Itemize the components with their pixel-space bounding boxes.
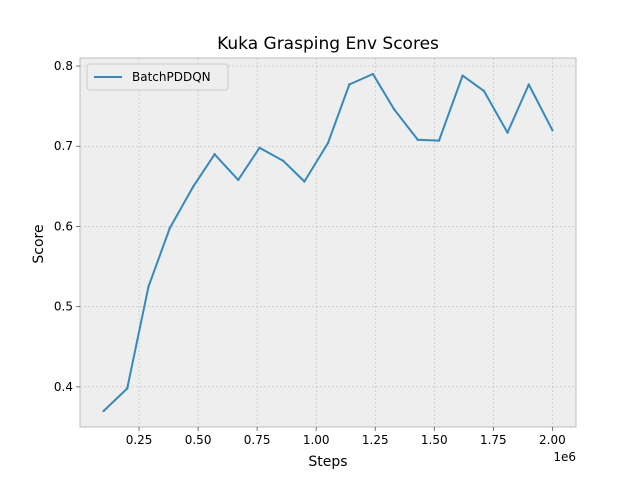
y-tick-label: 0.4 bbox=[54, 380, 73, 394]
legend-label-batchpddqn: BatchPDDQN bbox=[132, 70, 211, 84]
x-axis-offset-label: 1e6 bbox=[553, 450, 576, 464]
data-point-batchpddqn bbox=[102, 409, 105, 413]
data-point-batchpddqn bbox=[551, 128, 554, 132]
x-axis-label: Steps bbox=[308, 454, 347, 470]
data-point-batchpddqn bbox=[506, 131, 509, 134]
grid-lines bbox=[80, 58, 576, 427]
y-axis-label: Score bbox=[31, 224, 47, 263]
data-point-batchpddqn bbox=[371, 72, 375, 76]
data-point-batchpddqn bbox=[437, 139, 441, 142]
data-point-batchpddqn bbox=[461, 74, 464, 77]
series-layer bbox=[102, 72, 554, 413]
data-point-batchpddqn bbox=[482, 89, 486, 93]
data-point-batchpddqn bbox=[348, 83, 351, 86]
chart-title: Kuka Grasping Env Scores bbox=[217, 34, 439, 54]
legend: BatchPDDQN bbox=[86, 63, 229, 91]
data-point-batchpddqn bbox=[147, 285, 150, 288]
x-tick-label: 1.25 bbox=[362, 433, 389, 447]
y-tick-label: 0.8 bbox=[54, 59, 73, 73]
x-tick-label: 1.75 bbox=[480, 433, 507, 447]
y-tick-label: 0.6 bbox=[54, 219, 73, 233]
data-point-batchpddqn bbox=[416, 138, 419, 142]
y-tick-label: 0.5 bbox=[54, 300, 73, 314]
x-tick-label: 1.50 bbox=[421, 433, 448, 447]
x-tick-label: 0.50 bbox=[185, 433, 212, 447]
data-point-batchpddqn bbox=[126, 387, 129, 390]
legend-frame bbox=[86, 63, 229, 91]
data-point-batchpddqn bbox=[237, 178, 240, 182]
x-tick-label: 1.00 bbox=[303, 433, 330, 447]
data-point-batchpddqn bbox=[392, 108, 396, 111]
x-tick-label: 2.00 bbox=[539, 433, 566, 447]
data-point-batchpddqn bbox=[281, 159, 285, 162]
x-tick-label: 0.75 bbox=[244, 433, 271, 447]
data-point-batchpddqn bbox=[258, 146, 261, 150]
y-tick-label: 0.7 bbox=[54, 139, 73, 153]
data-point-batchpddqn bbox=[168, 226, 171, 230]
data-point-batchpddqn bbox=[303, 180, 306, 183]
data-point-batchpddqn bbox=[213, 153, 216, 156]
data-point-batchpddqn bbox=[326, 141, 330, 145]
plot-area bbox=[79, 57, 577, 428]
x-tick-label: 0.25 bbox=[126, 433, 153, 447]
data-point-batchpddqn bbox=[192, 185, 195, 188]
x-axis-ticks: 0.25 0.50 0.75 1.00 1.25 1.50 1.75 2.00 bbox=[126, 427, 566, 447]
data-point-batchpddqn bbox=[527, 83, 530, 86]
y-axis-ticks: 0.4 0.5 0.6 0.7 0.8 bbox=[54, 59, 80, 394]
